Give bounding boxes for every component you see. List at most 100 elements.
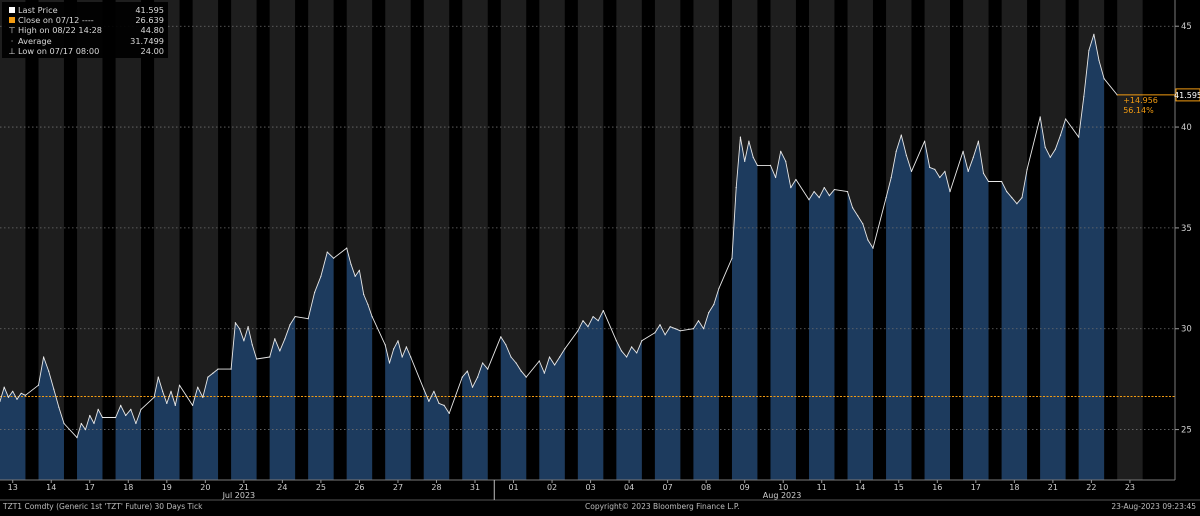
price-point <box>1088 49 1090 52</box>
price-point <box>162 390 164 392</box>
price-point <box>748 140 750 142</box>
y-tick-label: 45 <box>1181 22 1192 32</box>
x-tick-label: 02 <box>547 483 557 492</box>
price-point <box>166 402 168 404</box>
price-point <box>202 396 204 398</box>
copyright: Copyright© 2023 Bloomberg Finance L.P. <box>585 502 740 511</box>
price-point <box>620 350 623 352</box>
price-point <box>482 362 484 364</box>
price-point <box>230 368 232 370</box>
price-point <box>274 338 276 340</box>
session-area <box>963 141 989 480</box>
price-point <box>125 414 127 417</box>
price-point <box>84 429 87 431</box>
price-point <box>828 195 831 197</box>
session-area <box>423 389 450 480</box>
price-point <box>1001 180 1003 183</box>
month-label: Jul 2023 <box>222 491 256 500</box>
price-point <box>775 176 777 179</box>
price-point <box>16 398 18 400</box>
price-point <box>718 287 720 289</box>
y-tick-label: 25 <box>1181 426 1192 436</box>
x-tick-label: 26 <box>354 483 364 492</box>
change-percent-label: 56.14% <box>1123 106 1154 115</box>
average-marker-icon: · <box>10 35 14 46</box>
price-point <box>654 332 656 334</box>
price-point <box>833 189 836 191</box>
price-point <box>895 150 897 152</box>
x-tick-label: 14 <box>855 483 865 492</box>
x-tick-label: 18 <box>123 483 133 492</box>
price-point <box>1103 78 1105 80</box>
session-area <box>154 377 180 480</box>
price-point <box>363 293 365 296</box>
x-tick-label: 21 <box>1048 483 1058 492</box>
price-point <box>739 136 742 138</box>
x-tick-label: 25 <box>316 483 326 492</box>
price-point <box>1078 136 1080 138</box>
price-point <box>554 364 556 366</box>
price-point <box>548 356 551 358</box>
price-point <box>846 191 849 193</box>
legend-item-high: ⊤ High on 08/22 14:28 44.80 <box>8 25 164 35</box>
price-point <box>1098 59 1100 62</box>
x-tick-label: 21 <box>239 483 249 492</box>
x-tick-label: 28 <box>431 483 441 492</box>
y-axis: 25 30 35 40 45 <box>1174 0 1192 480</box>
session-area <box>231 322 257 480</box>
price-point <box>423 388 425 390</box>
price-point <box>674 328 676 330</box>
price-point <box>1006 191 1008 193</box>
x-tick-label: 31 <box>470 483 480 492</box>
session-area <box>346 248 373 480</box>
price-point <box>93 422 95 425</box>
price-point <box>515 362 517 364</box>
x-tick-label: 18 <box>1009 483 1019 492</box>
session-area <box>616 340 642 480</box>
price-point <box>972 156 974 158</box>
price-point <box>615 340 618 342</box>
price-point <box>1093 33 1095 35</box>
price-point <box>1039 116 1041 118</box>
price-point <box>251 344 253 346</box>
price-point <box>587 326 589 328</box>
price-point <box>269 356 271 358</box>
price-point <box>115 416 117 419</box>
price-point <box>3 386 5 388</box>
price-point <box>713 303 715 306</box>
price-point <box>393 348 395 350</box>
session-area <box>1040 117 1066 480</box>
session-band <box>115 0 141 480</box>
price-point <box>1026 168 1028 170</box>
price-point <box>284 338 286 340</box>
price-point <box>37 384 40 386</box>
price-point <box>756 164 759 166</box>
legend-value: 26.639 <box>135 15 164 26</box>
session-band <box>77 0 103 480</box>
price-point <box>659 324 661 326</box>
price-point <box>80 422 82 425</box>
price-point <box>852 207 854 209</box>
price-point <box>867 239 869 241</box>
session-area <box>115 405 141 480</box>
price-point <box>307 318 309 320</box>
close-swatch <box>9 17 15 24</box>
legend-label: Close on 07/12 ---- <box>18 15 94 26</box>
price-point <box>823 187 825 189</box>
price-point <box>433 390 435 392</box>
price-point <box>367 303 369 306</box>
price-point <box>808 199 810 201</box>
session-area <box>500 336 527 480</box>
last-price-swatch <box>9 7 15 13</box>
session-area <box>693 288 719 480</box>
price-point <box>197 386 199 388</box>
price-point <box>0 400 1 402</box>
legend-item-last-price: Last Price 41.595 <box>8 5 164 15</box>
security-description: TZT1 Comdty (Generic 1st 'TZT' Future) 3… <box>3 502 203 511</box>
x-tick-label: 15 <box>894 483 904 492</box>
price-point <box>63 422 65 425</box>
price-point <box>170 390 172 392</box>
price-point <box>962 150 964 152</box>
price-point <box>153 396 155 398</box>
